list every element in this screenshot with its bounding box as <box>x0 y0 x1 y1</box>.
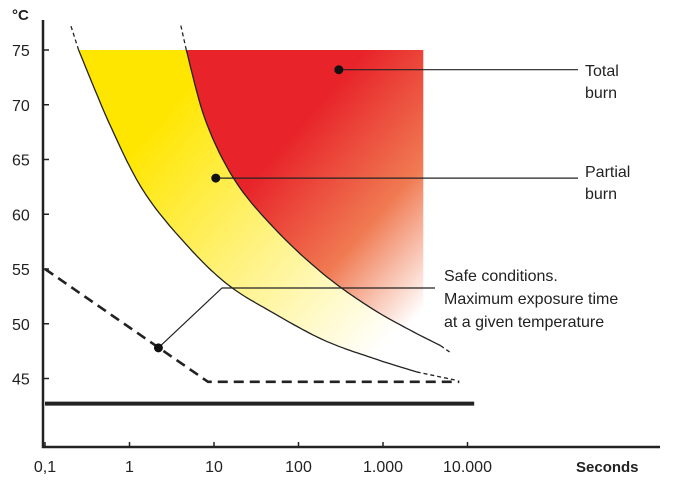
partial-burn-region <box>78 50 441 372</box>
annotation-text: burn <box>585 85 617 102</box>
y-tick-label: 70 <box>12 98 30 115</box>
upper-curve-dashed-start <box>179 22 187 51</box>
x-tick-label: 10 <box>205 459 223 476</box>
x-tick-label: 0,1 <box>34 459 56 476</box>
curve-lines <box>44 22 475 406</box>
x-axis-ticks: 0,1 1 10 100 1.000 10.000 <box>34 442 492 476</box>
annotation-text: Maximum exposure time <box>444 291 618 308</box>
lower-curve-dashed-end <box>416 371 455 381</box>
upper-curve-dashed-end <box>440 345 451 354</box>
annotation-leader <box>157 287 435 349</box>
x-tick-label: 1 <box>125 459 134 476</box>
annotation-text: at a given temperature <box>444 314 604 331</box>
safe-conditions-line <box>44 267 460 384</box>
x-tick-label: 1.000 <box>363 459 403 476</box>
annotation-text: burn <box>585 186 617 203</box>
y-axis-ticks: 45 50 55 60 65 70 75 <box>12 43 49 389</box>
annotation-dot <box>334 65 344 75</box>
x-tick-label: 100 <box>285 459 312 476</box>
total-burn-region <box>186 50 424 337</box>
x-axis-unit: Seconds <box>576 459 639 476</box>
annotation-text: Safe conditions. <box>444 268 558 285</box>
annotations: Total burn Partial burn Safe conditions. Maxi… <box>153 63 630 353</box>
y-axis-unit: °C <box>12 7 29 24</box>
annotation-dot <box>153 343 163 353</box>
y-tick-label: 50 <box>12 317 30 334</box>
burn-regions <box>78 50 441 372</box>
y-tick-label: 60 <box>12 207 30 224</box>
x-tick-label: 10.000 <box>443 459 492 476</box>
y-tick-label: 45 <box>12 372 30 389</box>
lower-curve-dashed-start <box>70 24 80 51</box>
partial-burn-lower-curve <box>78 49 417 373</box>
annotation-text: Total <box>585 63 619 80</box>
y-tick-label: 65 <box>12 153 30 170</box>
y-tick-label: 55 <box>12 262 30 279</box>
total-burn-boundary-curve <box>185 49 441 347</box>
annotation-dot <box>211 173 221 183</box>
annotation-text: Partial <box>585 164 630 181</box>
y-tick-label: 75 <box>12 43 30 60</box>
